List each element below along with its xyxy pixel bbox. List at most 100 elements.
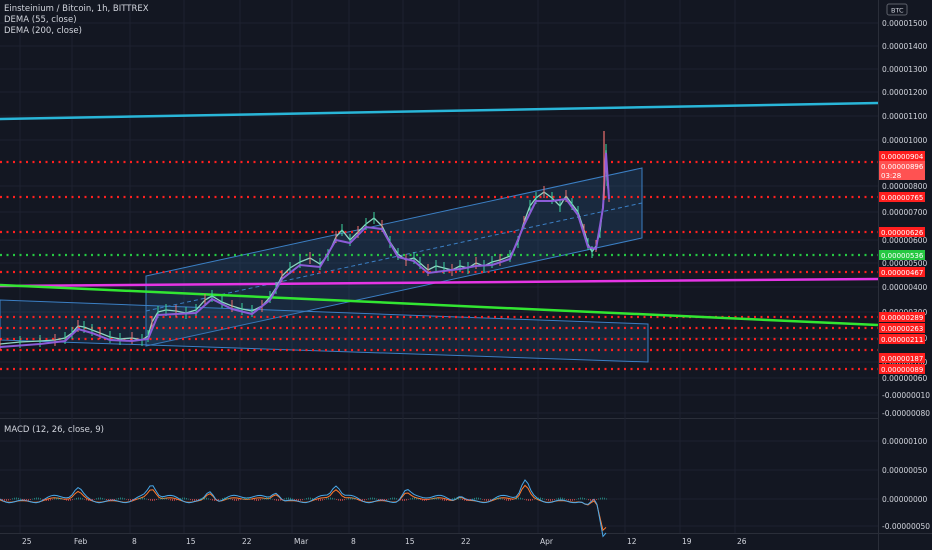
macd-histogram-bar	[420, 499, 421, 500]
macd-histogram-bar	[166, 498, 167, 500]
price-label: 0.00000289	[881, 314, 923, 322]
macd-histogram-bar	[176, 499, 177, 501]
macd-histogram-bar	[464, 499, 465, 501]
macd-histogram-bar	[490, 499, 491, 501]
macd-histogram-bar	[456, 497, 457, 500]
price-label: 0.00000626	[881, 229, 924, 237]
price-label: 0.00000765	[881, 194, 923, 202]
macd-histogram-bar	[370, 497, 371, 500]
macd-histogram-bar	[564, 498, 565, 500]
price-tick-label: 0.00000400	[882, 283, 928, 292]
macd-histogram-bar	[52, 499, 53, 500]
price-label: 0.00000089	[881, 366, 923, 374]
macd-histogram-bar	[156, 499, 157, 500]
macd-histogram-bar	[544, 498, 545, 500]
macd-histogram-bar	[576, 498, 577, 500]
macd-histogram-bar	[528, 499, 529, 501]
macd-histogram-bar	[222, 498, 223, 500]
macd-histogram-bar	[358, 499, 359, 501]
macd-histogram-bar	[474, 497, 475, 500]
macd-histogram-bar	[480, 498, 481, 500]
macd-histogram-bar	[434, 497, 435, 500]
macd-histogram-bar	[242, 498, 243, 500]
macd-histogram-bar	[454, 497, 455, 500]
macd-histogram-bar	[102, 497, 103, 500]
macd-histogram-bar	[484, 499, 485, 501]
macd-histogram-bar	[398, 499, 399, 500]
macd-histogram-bar	[326, 498, 327, 500]
macd-histogram-bar	[220, 498, 221, 500]
channel-midline	[145, 202, 643, 312]
macd-histogram-bar	[288, 497, 289, 500]
macd-histogram-bar	[550, 499, 551, 501]
price-tick-label: 0.00000060	[882, 374, 928, 383]
macd-histogram-bar	[270, 498, 271, 500]
macd-histogram-bar	[496, 497, 497, 500]
macd-tick-label: -0.00000050	[882, 522, 930, 531]
macd-histogram-bar	[446, 499, 447, 501]
macd-histogram-bar	[210, 499, 211, 500]
macd-histogram-bar	[494, 498, 495, 500]
macd-histogram-bar	[594, 499, 595, 501]
macd-histogram-bar	[462, 499, 463, 501]
macd-histogram-bar	[538, 497, 539, 500]
macd-label[interactable]: MACD (12, 26, close, 9)	[4, 425, 104, 435]
macd-histogram-bar	[152, 499, 153, 501]
price-tick-label: 0.00001200	[882, 88, 928, 97]
price-tick-label: 0.00000800	[882, 182, 928, 191]
macd-histogram-bar	[306, 498, 307, 500]
macd-histogram-bar	[72, 499, 73, 501]
macd-histogram-bar	[516, 497, 517, 500]
macd-histogram-bar	[212, 499, 213, 501]
macd-histogram-bar	[20, 498, 21, 500]
macd-histogram-bar	[402, 499, 403, 501]
macd-histogram-bar	[140, 497, 141, 500]
price-label-box	[879, 227, 925, 237]
macd-histogram-bar	[162, 497, 163, 500]
cyan-trendline	[0, 101, 879, 121]
macd-histogram-bar	[42, 499, 43, 500]
macd-histogram-bar	[16, 497, 17, 500]
macd-histogram-bar	[260, 499, 261, 501]
macd-histogram-bar	[142, 497, 143, 500]
macd-histogram-bar	[524, 499, 525, 500]
dema-55-label[interactable]: DEMA (55, close)	[4, 15, 77, 25]
macd-histogram-bar	[36, 497, 37, 500]
macd-histogram-bar	[82, 498, 83, 500]
macd-histogram-bar	[44, 499, 45, 501]
macd-histogram-bar	[602, 497, 603, 500]
macd-histogram-bar	[344, 499, 345, 501]
macd-histogram-bar	[276, 499, 277, 501]
macd-histogram-bar	[104, 498, 105, 500]
macd-histogram-bar	[272, 498, 273, 500]
macd-histogram-bar	[38, 497, 39, 500]
macd-histogram-bar	[280, 499, 281, 501]
macd-histogram-bar	[302, 499, 303, 501]
macd-histogram-bar	[198, 499, 199, 500]
macd-histogram-bar	[248, 497, 249, 500]
price-label: 0.00000536	[881, 252, 924, 260]
macd-histogram-bar	[298, 499, 299, 501]
time-tick-label: 26	[737, 537, 747, 546]
dema-200-label[interactable]: DEMA (200, close)	[4, 26, 82, 36]
symbol-title[interactable]: Einsteinium / Bitcoin, 1h, BITTREX	[4, 4, 149, 14]
time-tick-label: 12	[627, 537, 637, 546]
macd-histogram-bar	[232, 499, 233, 501]
macd-histogram-bar	[12, 498, 13, 500]
macd-histogram-bar	[340, 499, 341, 501]
macd-histogram-bar	[486, 499, 487, 501]
macd-histogram-bar	[342, 499, 343, 501]
macd-histogram-bar	[442, 499, 443, 501]
price-label: 0.00000467	[881, 269, 923, 277]
macd-histogram-bar	[120, 497, 121, 500]
macd-histogram-bar	[592, 499, 593, 501]
price-label-box	[879, 151, 925, 161]
macd-histogram-bar	[100, 497, 101, 500]
macd-histogram-bar	[118, 497, 119, 500]
macd-histogram-bar	[268, 497, 269, 500]
macd-histogram-bar	[476, 497, 477, 500]
dema-line	[0, 152, 610, 348]
macd-histogram-bar	[294, 499, 295, 500]
